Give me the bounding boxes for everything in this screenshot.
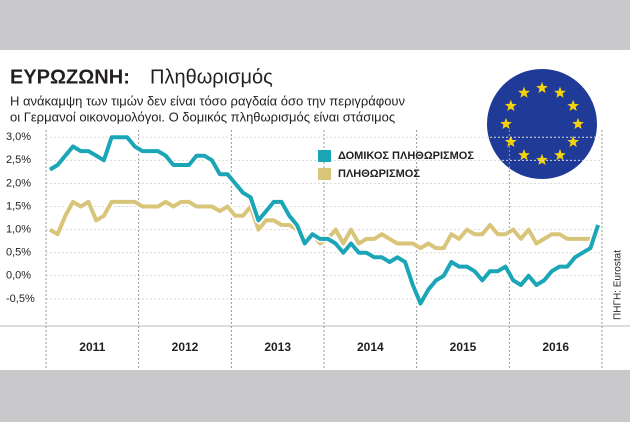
star (518, 149, 530, 161)
star (567, 135, 580, 147)
chart-title-rest: Πληθωρισμός (150, 66, 273, 88)
x-tick-label: 2012 (172, 340, 199, 354)
y-tick-label: 0,0% (6, 270, 31, 282)
y-tick-label: 3,0% (6, 131, 31, 143)
x-tick-label: 2014 (357, 340, 384, 354)
source: ΠΗΓΗ: Eurostat (613, 250, 624, 320)
star (554, 149, 566, 161)
legend-swatch (318, 150, 331, 162)
legend-label: ΠΛΗΘΩΡΙΣΜΟΣ (338, 168, 420, 180)
y-tick-label: 1,5% (6, 200, 31, 212)
star (504, 135, 517, 147)
y-tick-label: 0,5% (6, 247, 31, 259)
y-tick-label: 2,0% (6, 177, 31, 189)
eu-flag (487, 69, 597, 179)
star (536, 81, 548, 93)
star (504, 99, 517, 111)
star (572, 117, 584, 129)
x-tick-label: 2011 (79, 340, 105, 354)
star (567, 99, 580, 111)
star (500, 117, 512, 129)
x-tick-label: 2015 (450, 340, 477, 354)
line (48, 135, 600, 306)
y-tick-label: 2,5% (6, 154, 31, 166)
x-tick-label: 2016 (542, 340, 569, 354)
x-band (0, 326, 630, 370)
x-tick-label: 2013 (264, 340, 291, 354)
subtitle: Η ανάκαμψη των τιμών δεν είναι τόσο ραγδ… (10, 93, 405, 108)
chart-title: ΕΥΡΩΖΩΝΗ: (10, 66, 130, 88)
star (536, 153, 548, 165)
subtitle: οι Γερμανοί οικονομολόγοι. Ο δομικός πλη… (10, 109, 395, 124)
legend-label: ΔΟΜΙΚΟΣ ΠΛΗΘΩΡΙΣΜΟΣ (338, 150, 474, 162)
star (518, 86, 530, 98)
star (554, 86, 566, 98)
legend-swatch (318, 168, 331, 180)
y-tick-label: -0,5% (6, 293, 35, 305)
y-tick-label: 1,0% (6, 224, 31, 236)
